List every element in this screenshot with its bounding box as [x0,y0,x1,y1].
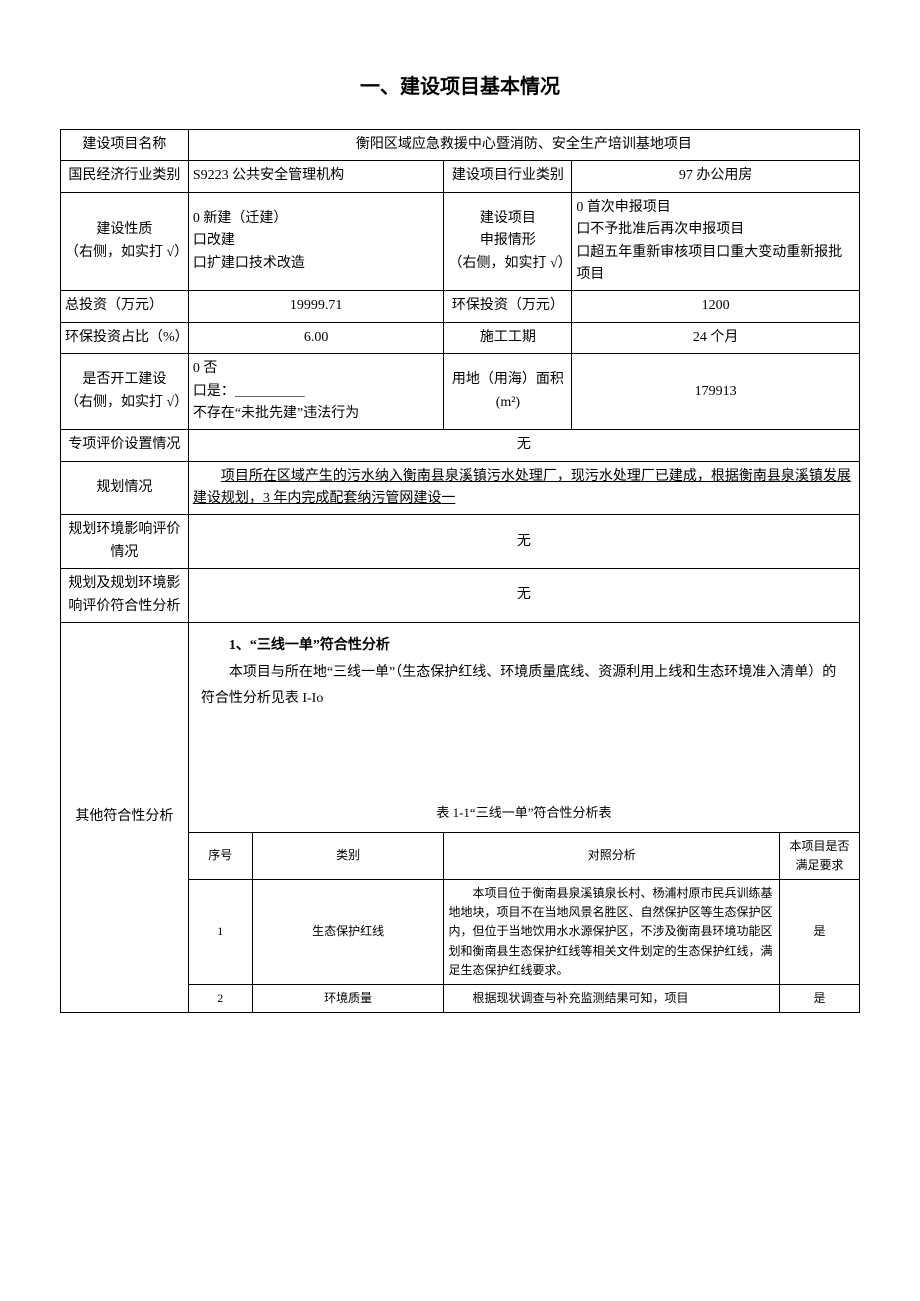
label-land-area: 用地（用海）面积 (m²) [444,354,572,430]
inner-th-ok: 本项目是否满足要求 [780,832,860,879]
label-total-invest: 总投资（万元） [61,291,189,322]
inner-th-cat: 类别 [252,832,444,879]
label-other-fit: 其他符合性分析 [61,623,189,1013]
value-project-name: 衡阳区域应急救援中心暨消防、安全生产培训基地项目 [188,130,859,161]
value-land-area: 179913 [572,354,860,430]
value-env-ratio: 6.00 [188,322,444,353]
inner-cell-ok: 是 [780,984,860,1012]
label-period: 施工工期 [444,322,572,353]
other-fit-intro: 1、“三线一单”符合性分析 本项目与所在地“三线一单”（生态保护红线、环境质量底… [188,623,859,833]
value-planning-text: 项目所在区域产生的污水纳入衡南县泉溪镇污水处理厂，现污水处理厂已建成，根据衡南县… [193,469,851,506]
inner-cell-no: 1 [188,879,252,984]
value-special-eval: 无 [188,430,859,461]
value-industry-category: S9223 公共安全管理机构 [188,161,444,192]
value-plan-env: 无 [188,515,859,569]
other-fit-intro-title: 1、“三线一单”符合性分析 [229,638,390,653]
label-project-name: 建设项目名称 [61,130,189,161]
value-total-invest: 19999.71 [188,291,444,322]
other-fit-intro-body: 本项目与所在地“三线一单”（生态保护红线、环境质量底线、资源利用上线和生态环境准… [201,660,847,713]
label-project-industry: 建设项目行业类别 [444,161,572,192]
value-planning: 项目所在区域产生的污水纳入衡南县泉溪镇污水处理厂，现污水处理厂已建成，根据衡南县… [188,461,859,515]
value-period: 24 个月 [572,322,860,353]
inner-cell-analysis: 本项目位于衡南县泉溪镇泉长村、杨浦村原市民兵训练基地地块，项目不在当地风景名胜区… [444,879,780,984]
inner-cell-no: 2 [188,984,252,1012]
inner-table-caption: 表 1-1“三线一单”符合性分析表 [193,803,855,824]
label-plan-env: 规划环境影响评价情况 [61,515,189,569]
value-declare-type: 0 首次申报项目 口不予批准后再次申报项目 口超五年重新审核项目口重大变动重新报… [572,192,860,291]
label-plan-fit: 规划及规划环境影响评价符合性分析 [61,569,189,623]
label-industry-category: 国民经济行业类别 [61,161,189,192]
label-env-invest: 环保投资（万元） [444,291,572,322]
inner-cell-cat: 生态保护红线 [252,879,444,984]
value-build-nature: 0 新建（迁建） 口改建 口扩建口技术改造 [188,192,444,291]
project-info-table: 建设项目名称 衡阳区域应急救援中心暨消防、安全生产培训基地项目 国民经济行业类别… [60,129,860,1013]
label-planning: 规划情况 [61,461,189,515]
inner-cell-analysis: 根据现状调查与补充监测结果可知，项目 [444,984,780,1012]
label-special-eval: 专项评价设置情况 [61,430,189,461]
inner-th-analysis: 对照分析 [444,832,780,879]
value-started: 0 否 口是：＿＿＿＿＿ 不存在“未批先建”违法行为 [188,354,444,430]
label-declare-type: 建设项目 申报情形 （右侧，如实打 √） [444,192,572,291]
label-build-nature: 建设性质 （右侧，如实打 √） [61,192,189,291]
inner-cell-ok: 是 [780,879,860,984]
value-project-industry: 97 办公用房 [572,161,860,192]
page-title: 一、建设项目基本情况 [60,70,860,99]
inner-cell-cat: 环境质量 [252,984,444,1012]
value-plan-fit: 无 [188,569,859,623]
inner-th-no: 序号 [188,832,252,879]
value-env-invest: 1200 [572,291,860,322]
label-env-ratio: 环保投资占比（%） [61,322,189,353]
label-started: 是否开工建设 （右侧，如实打 √） [61,354,189,430]
